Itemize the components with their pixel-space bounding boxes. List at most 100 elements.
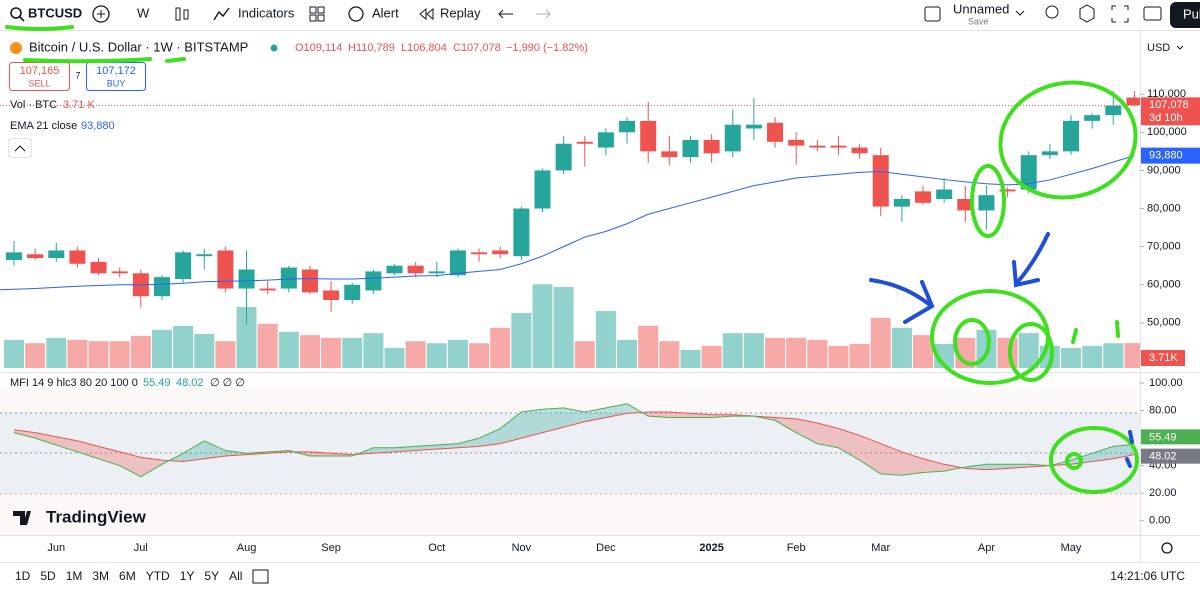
mfi-label: 55.49: [1149, 431, 1177, 443]
volume-label: 3.71K: [1149, 352, 1178, 364]
x-tick-label: Feb: [787, 542, 806, 554]
quick-search[interactable]: [1045, 5, 1059, 19]
mfi-fill: [838, 428, 860, 461]
candle-body: [344, 284, 361, 300]
x-tick-label: Nov: [512, 542, 532, 554]
layout-checkbox[interactable]: [924, 6, 941, 22]
x-tick-label: Apr: [978, 542, 995, 554]
y-tick-label: 110,000: [1147, 88, 1186, 100]
range-button[interactable]: 5D: [40, 569, 56, 583]
ema-legend: EMA 21 close: [10, 120, 77, 132]
ema-badge: [1141, 147, 1200, 164]
x-tick-label: Mar: [871, 542, 890, 554]
ema-legend-value: 93,880: [81, 120, 115, 132]
range-button[interactable]: 6M: [119, 569, 136, 583]
candle-body: [153, 277, 170, 297]
settings-button[interactable]: [1079, 4, 1095, 23]
fullscreen-button[interactable]: [1111, 5, 1129, 23]
candle-body: [280, 267, 297, 289]
alert-label[interactable]: Alert: [372, 5, 399, 20]
range-button[interactable]: 1Y: [180, 569, 195, 583]
volume-bar: [1082, 345, 1103, 368]
x-tick-label: Oct: [428, 542, 445, 554]
volume-bar: [1124, 343, 1140, 368]
candle-body: [27, 254, 44, 259]
volume-bar: [342, 337, 363, 368]
layout-name[interactable]: Unnamed: [953, 1, 1009, 16]
volume-bar: [25, 343, 46, 368]
range-button[interactable]: 3M: [92, 569, 109, 583]
volume-bar: [384, 347, 405, 368]
volume-bar: [151, 329, 172, 368]
publish-label[interactable]: Pub: [1183, 6, 1200, 21]
save-label[interactable]: Save: [968, 16, 989, 26]
time-scale-settings[interactable]: [1161, 542, 1173, 554]
candle-body: [936, 189, 953, 199]
volume-bar: [67, 339, 88, 368]
volume-bar: [786, 337, 807, 368]
candle-body: [1105, 105, 1122, 116]
mfi-fill: [14, 429, 36, 439]
publish-button[interactable]: [1170, 2, 1200, 28]
buy-label[interactable]: BUY: [107, 78, 126, 88]
goto-date[interactable]: [252, 569, 269, 584]
mfi-fill: [1092, 446, 1114, 462]
chart-type-button[interactable]: [175, 7, 189, 21]
volume-bar: [1061, 347, 1081, 368]
volume-bar: [321, 337, 342, 368]
currency-menu[interactable]: [1176, 45, 1184, 50]
collapse-legend[interactable]: [8, 138, 32, 158]
bitcoin-icon: [10, 42, 22, 54]
mfi-fill: [521, 409, 543, 439]
x-tick-label: Jun: [47, 542, 65, 554]
candle-body: [767, 122, 784, 142]
x-tick-label: Jul: [134, 542, 148, 554]
symbol-search[interactable]: BTCUSD: [10, 5, 82, 22]
volume-bar: [490, 327, 511, 368]
range-button[interactable]: 1D: [15, 569, 31, 583]
sell-label[interactable]: SELL: [28, 78, 50, 88]
candle-body: [259, 288, 276, 291]
templates-button[interactable]: [309, 6, 325, 22]
snapshot-button[interactable]: [1143, 6, 1162, 21]
circle: [953, 318, 991, 366]
range-button[interactable]: All: [229, 569, 242, 583]
mfi-legend-value: 55.49: [143, 377, 171, 389]
candle-body: [1084, 115, 1101, 121]
currency[interactable]: USD: [1147, 42, 1170, 54]
candle-body: [111, 271, 128, 274]
candle-body: [196, 254, 213, 257]
symbol[interactable]: BTCUSD: [28, 5, 82, 20]
indicators-button[interactable]: Indicators: [213, 5, 295, 20]
volume-bar: [553, 286, 574, 368]
tick-marks: [1125, 430, 1134, 468]
mfi-fill: [880, 443, 902, 476]
mfi-fill: [140, 457, 162, 477]
mfi-fill: [542, 407, 564, 433]
underline: [23, 57, 152, 64]
candle-body: [893, 198, 910, 207]
undo-button[interactable]: [498, 9, 513, 19]
range-button[interactable]: YTD: [146, 569, 170, 583]
replay-button[interactable]: Replay: [419, 5, 481, 20]
ema-line: [0, 155, 1135, 291]
buy-price[interactable]: 107,172: [96, 65, 136, 77]
volume-bar: [109, 341, 130, 368]
market-status: [270, 44, 278, 52]
replay-label[interactable]: Replay: [440, 5, 481, 20]
candle-body: [999, 189, 1016, 192]
redo-button[interactable]: [536, 9, 551, 19]
layout-menu[interactable]: [1015, 10, 1025, 16]
indicators-label[interactable]: Indicators: [238, 5, 295, 20]
range-button[interactable]: 5Y: [204, 569, 219, 583]
interval[interactable]: W: [137, 5, 150, 20]
compare-button[interactable]: [92, 5, 110, 23]
circle: [998, 80, 1138, 200]
mfi-fill: [901, 451, 924, 476]
volume-bar: [743, 333, 764, 368]
mfi-signal-label: 48.02: [1149, 451, 1177, 463]
alert-button[interactable]: Alert: [348, 5, 399, 22]
sell-price[interactable]: 107,165: [20, 65, 60, 77]
range-button[interactable]: 1M: [66, 569, 83, 583]
clock: 14:21:06 UTC: [1110, 569, 1185, 583]
